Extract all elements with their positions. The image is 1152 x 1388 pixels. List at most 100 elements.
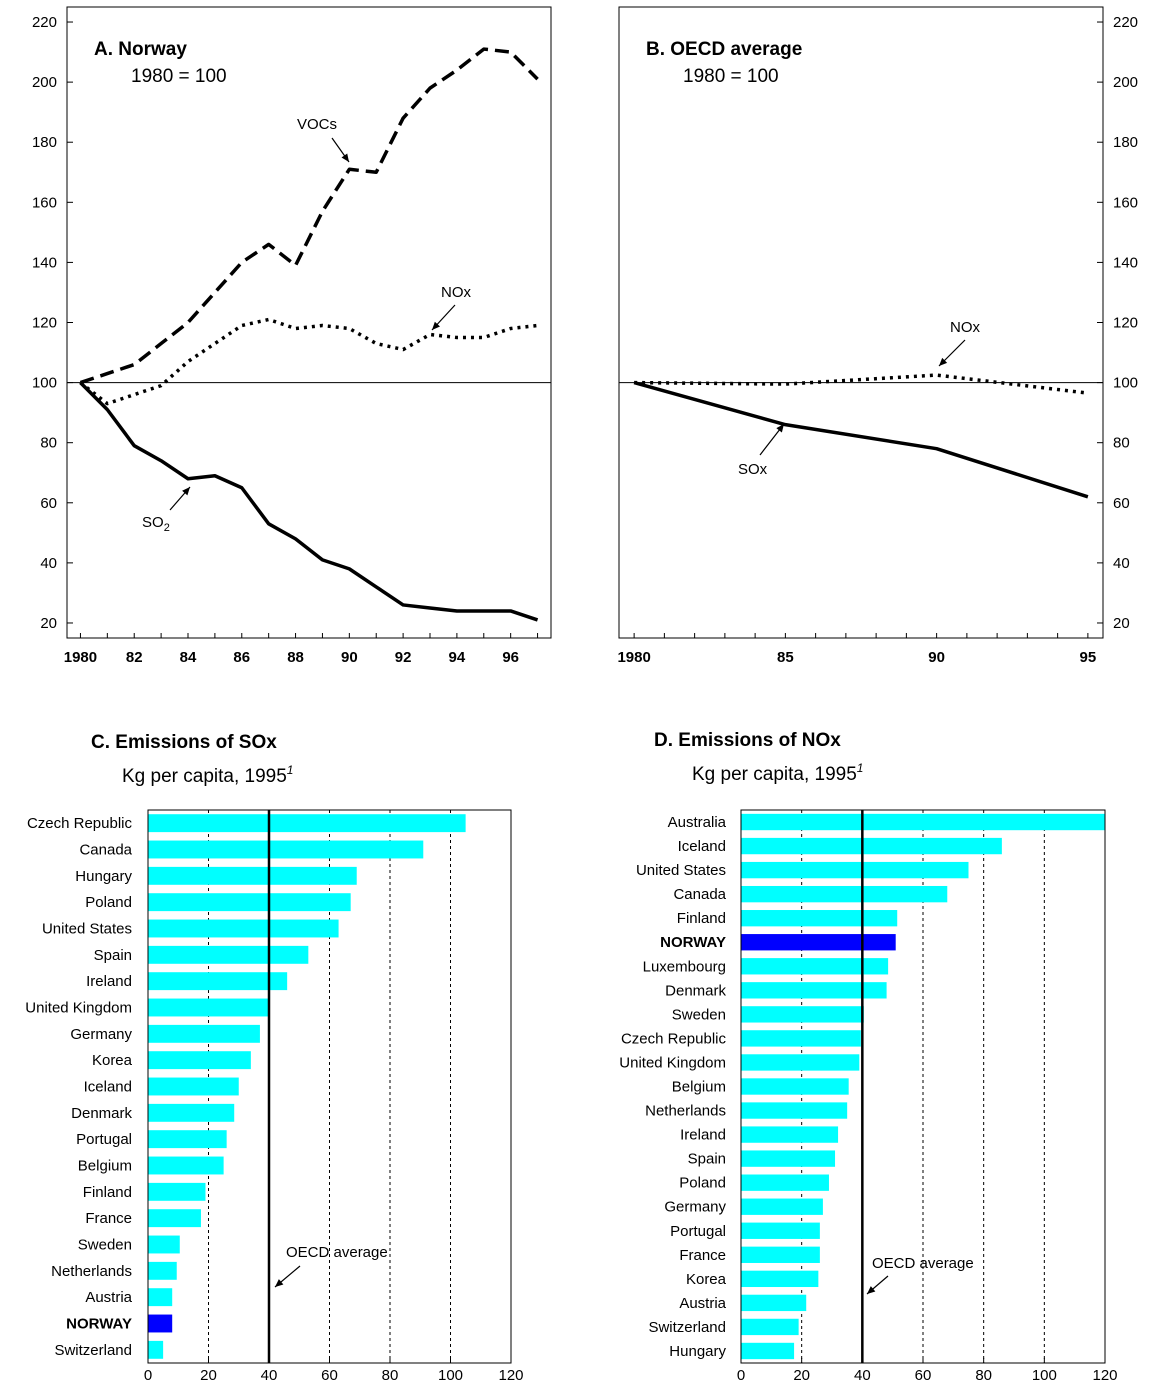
bar-poland bbox=[148, 893, 351, 912]
bar-denmark bbox=[741, 982, 887, 999]
category-label: Germany bbox=[664, 1199, 726, 1216]
panel-title: D. Emissions of NOx bbox=[654, 730, 841, 751]
category-label: Germany bbox=[70, 1026, 132, 1043]
panel-subtitle-text: Kg per capita, 1995 bbox=[122, 766, 287, 787]
category-label: United Kingdom bbox=[25, 1000, 132, 1017]
x-tick-label: 0 bbox=[737, 1367, 745, 1384]
category-label: Hungary bbox=[75, 868, 132, 885]
bar-sweden bbox=[741, 1006, 864, 1023]
annotation-arrow-head bbox=[432, 321, 440, 330]
bar-czech-republic bbox=[741, 1030, 861, 1047]
y-tick-label: 100 bbox=[1113, 375, 1138, 392]
bar-germany bbox=[148, 1024, 260, 1043]
category-label: Spain bbox=[688, 1151, 726, 1168]
bar-belgium bbox=[741, 1078, 849, 1095]
y-tick-label: 40 bbox=[1113, 555, 1130, 572]
category-label: Korea bbox=[686, 1271, 727, 1288]
bar-united-states bbox=[741, 861, 969, 879]
bar-belgium bbox=[148, 1156, 224, 1175]
series-line-nox bbox=[79, 317, 538, 406]
bar-canada bbox=[741, 885, 948, 903]
category-label: Portugal bbox=[670, 1223, 726, 1240]
series-label-sox: SOx bbox=[738, 461, 768, 478]
x-tick-label: 84 bbox=[180, 649, 197, 666]
x-tick-label: 100 bbox=[438, 1367, 463, 1384]
oecd-average-label: OECD average bbox=[872, 1255, 974, 1272]
x-tick-label: 80 bbox=[975, 1367, 992, 1384]
series-label-so2: SO2 bbox=[142, 514, 170, 534]
y-tick-label: 120 bbox=[32, 315, 57, 332]
x-tick-label: 88 bbox=[287, 649, 304, 666]
annotation-arrow-head bbox=[341, 153, 349, 162]
plot-frame bbox=[66, 6, 552, 639]
bar-ireland bbox=[148, 972, 288, 991]
x-tick-label: 60 bbox=[915, 1367, 932, 1384]
category-label: Austria bbox=[679, 1295, 726, 1312]
bar-canada bbox=[148, 840, 424, 859]
y-tick-label: 60 bbox=[40, 495, 57, 512]
category-label: United Kingdom bbox=[619, 1054, 726, 1071]
bar-luxembourg bbox=[741, 958, 889, 975]
category-label: Switzerland bbox=[648, 1319, 726, 1336]
bar-finland bbox=[741, 910, 898, 927]
y-tick-label: 160 bbox=[1113, 194, 1138, 211]
bar-australia bbox=[741, 813, 1105, 831]
category-label: NORWAY bbox=[660, 934, 726, 951]
footnote-marker: 1 bbox=[857, 761, 864, 775]
category-label: Poland bbox=[679, 1175, 726, 1192]
x-tick-label: 85 bbox=[777, 649, 794, 666]
x-tick-label: 80 bbox=[382, 1367, 399, 1384]
panel-title: C. Emissions of SOx bbox=[91, 732, 277, 753]
y-tick-label: 40 bbox=[40, 555, 57, 572]
panel-subtitle: Kg per capita, 19951 bbox=[692, 761, 863, 785]
y-tick-label: 220 bbox=[1113, 14, 1138, 31]
series-label-nox: NOx bbox=[441, 284, 472, 301]
panel-subtitle: 1980 = 100 bbox=[683, 66, 779, 87]
panel-norway: 20 40 60 80 100 120 140 160 180 200 220 1980 82 84 86 8… bbox=[32, 6, 552, 666]
series-line-sox bbox=[633, 380, 1089, 499]
category-label: Luxembourg bbox=[643, 958, 726, 975]
bar-norway bbox=[148, 1314, 173, 1333]
y-tick-label: 200 bbox=[32, 74, 57, 91]
bar-france bbox=[148, 1209, 201, 1228]
bar-austria bbox=[148, 1288, 173, 1307]
category-label: Switzerland bbox=[54, 1342, 132, 1359]
bar-iceland bbox=[741, 837, 1002, 855]
category-label: Ireland bbox=[86, 973, 132, 990]
category-label: Ireland bbox=[680, 1127, 726, 1144]
category-label: France bbox=[679, 1247, 726, 1264]
x-tick-label: 86 bbox=[233, 649, 250, 666]
category-label: Australia bbox=[668, 814, 727, 831]
x-tick-label: 95 bbox=[1080, 649, 1097, 666]
series-label-vocs: VOCs bbox=[297, 116, 337, 133]
series-line-vocs bbox=[79, 47, 539, 385]
annotation-arrow-head bbox=[776, 424, 784, 433]
y-tick-label: 80 bbox=[40, 435, 57, 452]
panel-oecd: 20 40 60 80 100 120 140 160 180 200 220 1980 85 90 95 B… bbox=[617, 6, 1138, 666]
x-tick-label: 60 bbox=[321, 1367, 338, 1384]
series-line-nox bbox=[634, 373, 1089, 395]
category-label: Korea bbox=[92, 1052, 133, 1069]
category-label: Iceland bbox=[678, 838, 726, 855]
category-label: Poland bbox=[85, 894, 132, 911]
bar-poland bbox=[741, 1174, 829, 1191]
category-label: Sweden bbox=[78, 1237, 132, 1254]
y-tick-label: 120 bbox=[1113, 315, 1138, 332]
category-label: Finland bbox=[83, 1184, 132, 1201]
x-tick-label: 90 bbox=[928, 649, 945, 666]
category-label: Portugal bbox=[76, 1131, 132, 1148]
series-label-text: NOx bbox=[950, 319, 981, 336]
y-tick-label: 100 bbox=[32, 375, 57, 392]
category-label: Denmark bbox=[665, 982, 726, 999]
bar-portugal bbox=[741, 1222, 820, 1239]
category-label: United States bbox=[42, 921, 132, 938]
bar-korea bbox=[148, 1051, 251, 1070]
x-tick-label: 1980 bbox=[64, 649, 97, 666]
panel-sox: C. Emissions of SOx Kg per capita, 19951 C… bbox=[25, 732, 523, 1384]
x-tick-label: 20 bbox=[200, 1367, 217, 1384]
x-tick-label: 82 bbox=[126, 649, 143, 666]
category-label: Spain bbox=[94, 947, 132, 964]
category-label: Netherlands bbox=[51, 1263, 132, 1280]
series-label-text: VOCs bbox=[297, 116, 337, 133]
oecd-average-arrow-head bbox=[867, 1286, 876, 1294]
